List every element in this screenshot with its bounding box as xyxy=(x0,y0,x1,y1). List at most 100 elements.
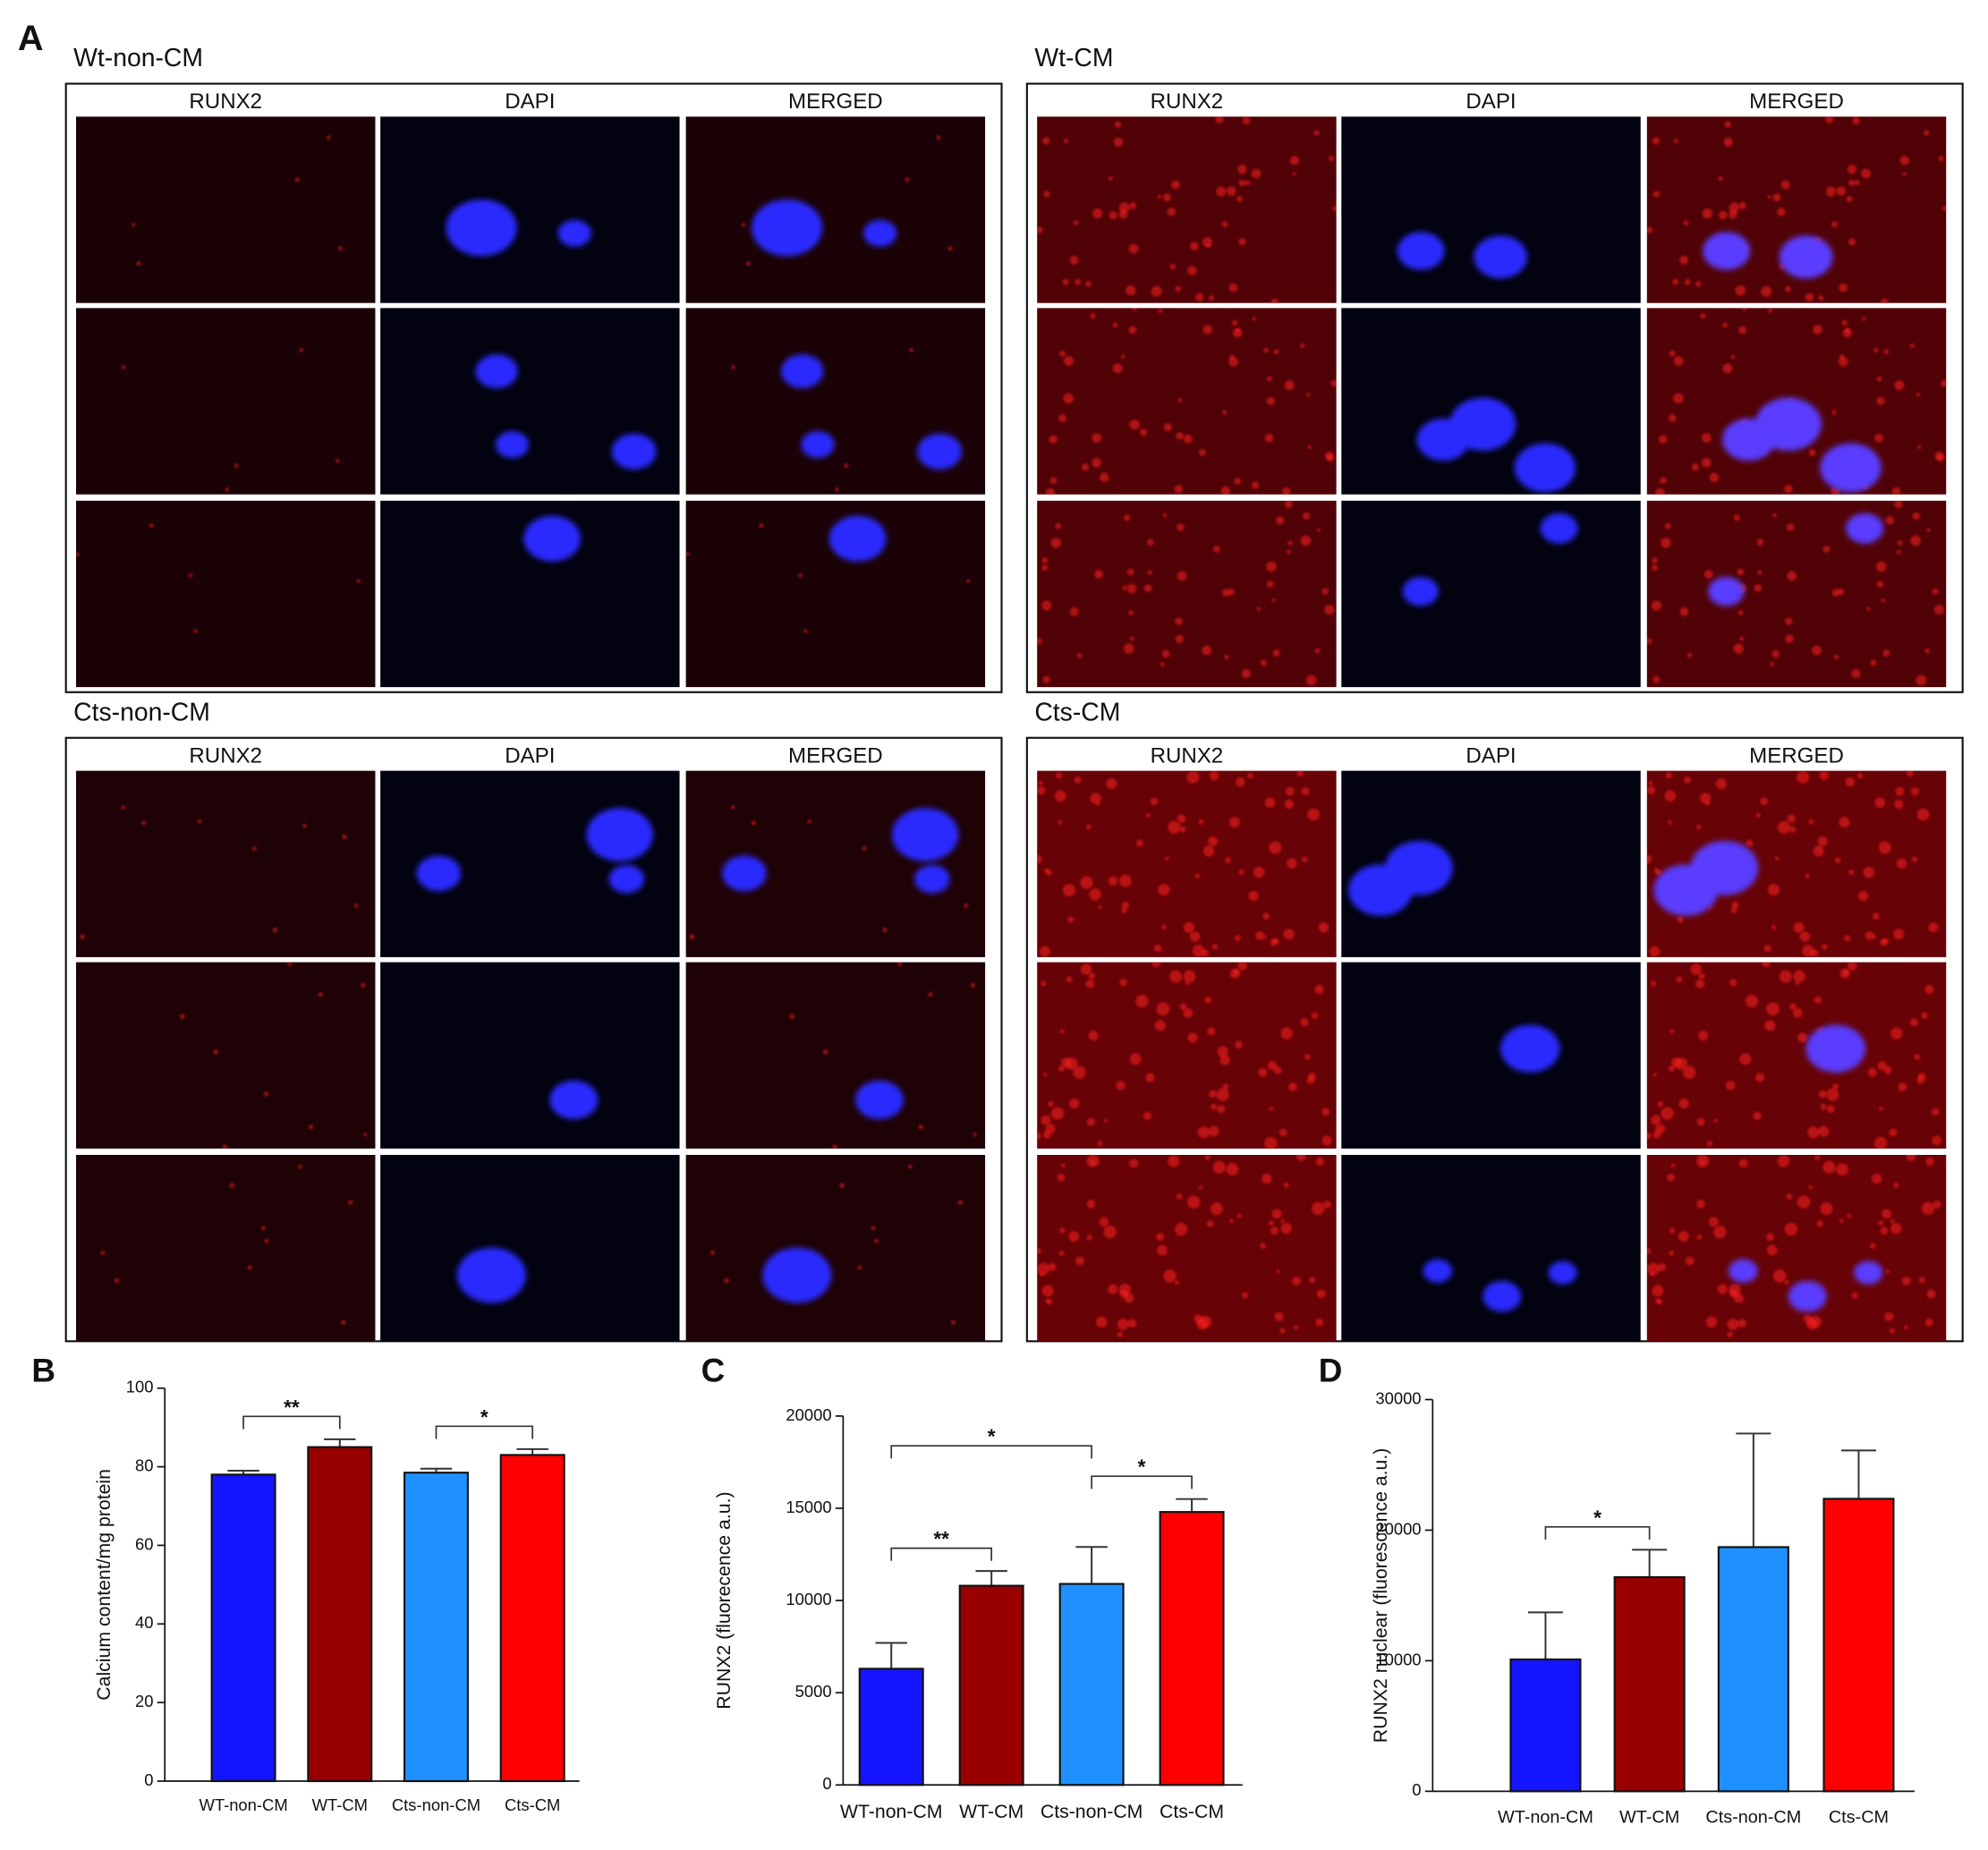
runx2-signal xyxy=(1228,283,1238,293)
runx2-signal xyxy=(1701,457,1712,468)
runx2-signal xyxy=(1306,1075,1315,1084)
runx2-signal xyxy=(1657,1299,1662,1305)
runx2-signal xyxy=(1777,1155,1790,1167)
runx2-signal xyxy=(907,1164,913,1169)
y-axis-label: RUNX2 nuclear (fluorescence a.u.) xyxy=(1370,1448,1391,1744)
runx2-signal xyxy=(973,1133,977,1137)
panel-label: D xyxy=(1319,1352,1343,1388)
runx2-signal xyxy=(1143,1111,1152,1120)
runx2-signal xyxy=(1211,1103,1218,1110)
micrograph-content xyxy=(789,962,977,1149)
nucleus xyxy=(1474,235,1527,279)
runx2-signal xyxy=(1202,325,1213,335)
micrograph-content xyxy=(1037,962,1332,1149)
runx2-signal xyxy=(1880,938,1887,946)
runx2-signal xyxy=(1906,1154,1916,1162)
runx2-signal xyxy=(1928,922,1939,933)
nucleus xyxy=(1729,1259,1758,1283)
runx2-signal xyxy=(1852,116,1860,125)
runx2-signal xyxy=(1126,284,1136,296)
micrograph xyxy=(685,1154,986,1342)
nucleus xyxy=(608,864,645,894)
runx2-signal xyxy=(1822,545,1831,553)
runx2-signal xyxy=(1267,1061,1278,1071)
runx2-signal xyxy=(1187,1195,1201,1209)
runx2-signal xyxy=(1784,484,1793,494)
runx2-signal xyxy=(229,1183,235,1188)
runx2-signal xyxy=(1871,1173,1882,1184)
runx2-signal xyxy=(1041,557,1049,564)
runx2-signal xyxy=(1267,376,1272,382)
runx2-signal xyxy=(1789,1003,1797,1011)
runx2-signal xyxy=(1938,156,1944,162)
runx2-signal xyxy=(1890,1218,1895,1224)
runx2-signal xyxy=(1129,419,1140,430)
runx2-signal xyxy=(1926,1289,1936,1299)
runx2-signal xyxy=(882,927,888,933)
micrograph xyxy=(76,770,376,957)
runx2-signal xyxy=(1268,1220,1274,1226)
runx2-signal xyxy=(1055,522,1062,530)
micrograph-bg xyxy=(76,770,376,957)
runx2-signal xyxy=(1934,451,1944,461)
runx2-signal xyxy=(1890,1027,1903,1040)
runx2-signal xyxy=(1770,662,1775,666)
runx2-signal xyxy=(1661,1107,1674,1120)
micrograph-content xyxy=(121,347,340,492)
micrograph xyxy=(380,116,680,303)
runx2-signal xyxy=(302,823,307,828)
runx2-signal xyxy=(1194,873,1201,878)
micrograph-content xyxy=(1500,1024,1560,1073)
runx2-signal xyxy=(1848,869,1855,876)
runx2-signal xyxy=(1825,186,1837,197)
micrograph xyxy=(1037,1154,1337,1342)
micrograph-content xyxy=(416,808,653,894)
runx2-signal xyxy=(1187,1032,1198,1043)
runx2-signal xyxy=(1885,1269,1890,1274)
runx2-signal xyxy=(1177,571,1187,581)
runx2-signal xyxy=(724,1277,729,1284)
nucleus xyxy=(891,808,959,861)
column-header: MERGED xyxy=(1749,743,1844,768)
bar xyxy=(1613,1575,1686,1793)
runx2-signal xyxy=(1669,1227,1676,1234)
runx2-signal xyxy=(1820,1202,1833,1216)
micrograph-bg xyxy=(1037,308,1337,495)
runx2-signal xyxy=(1788,826,1797,833)
micrograph-bg xyxy=(685,116,986,303)
runx2-signal xyxy=(1099,1217,1109,1227)
bar xyxy=(958,1584,1024,1786)
runx2-signal xyxy=(1271,1209,1282,1219)
runx2-signal xyxy=(1305,675,1317,686)
runx2-signal xyxy=(264,1238,269,1243)
runx2-signal xyxy=(1883,349,1890,355)
nucleus xyxy=(557,219,591,247)
runx2-signal xyxy=(1675,1057,1688,1071)
runx2-signal xyxy=(1861,317,1866,321)
runx2-signal xyxy=(1761,285,1772,297)
column-header: RUNX2 xyxy=(189,89,262,114)
runx2-signal xyxy=(1264,1136,1278,1149)
runx2-signal xyxy=(1661,538,1671,548)
runx2-signal xyxy=(141,820,147,826)
nucleus xyxy=(1402,577,1439,607)
runx2-signal xyxy=(1062,883,1076,897)
runx2-signal xyxy=(1874,433,1884,443)
runx2-signal xyxy=(1287,540,1293,546)
group-title: Cts-non-CM xyxy=(73,698,210,726)
runx2-signal xyxy=(1080,876,1093,889)
runx2-signal xyxy=(1307,445,1312,449)
runx2-signal xyxy=(1831,589,1840,597)
micrograph xyxy=(1646,308,1947,495)
runx2-signal xyxy=(1882,1209,1892,1219)
runx2-signal xyxy=(1226,186,1236,196)
runx2-signal xyxy=(1924,130,1930,136)
micrograph-bg xyxy=(76,962,376,1149)
runx2-signal xyxy=(100,1250,106,1255)
runx2-signal xyxy=(1037,1247,1041,1254)
x-tick-label: WT-CM xyxy=(312,1795,368,1814)
nucleus xyxy=(1703,232,1751,270)
runx2-signal xyxy=(1924,648,1931,654)
runx2-signal xyxy=(1865,931,1874,940)
runx2-signal xyxy=(1309,1277,1316,1284)
